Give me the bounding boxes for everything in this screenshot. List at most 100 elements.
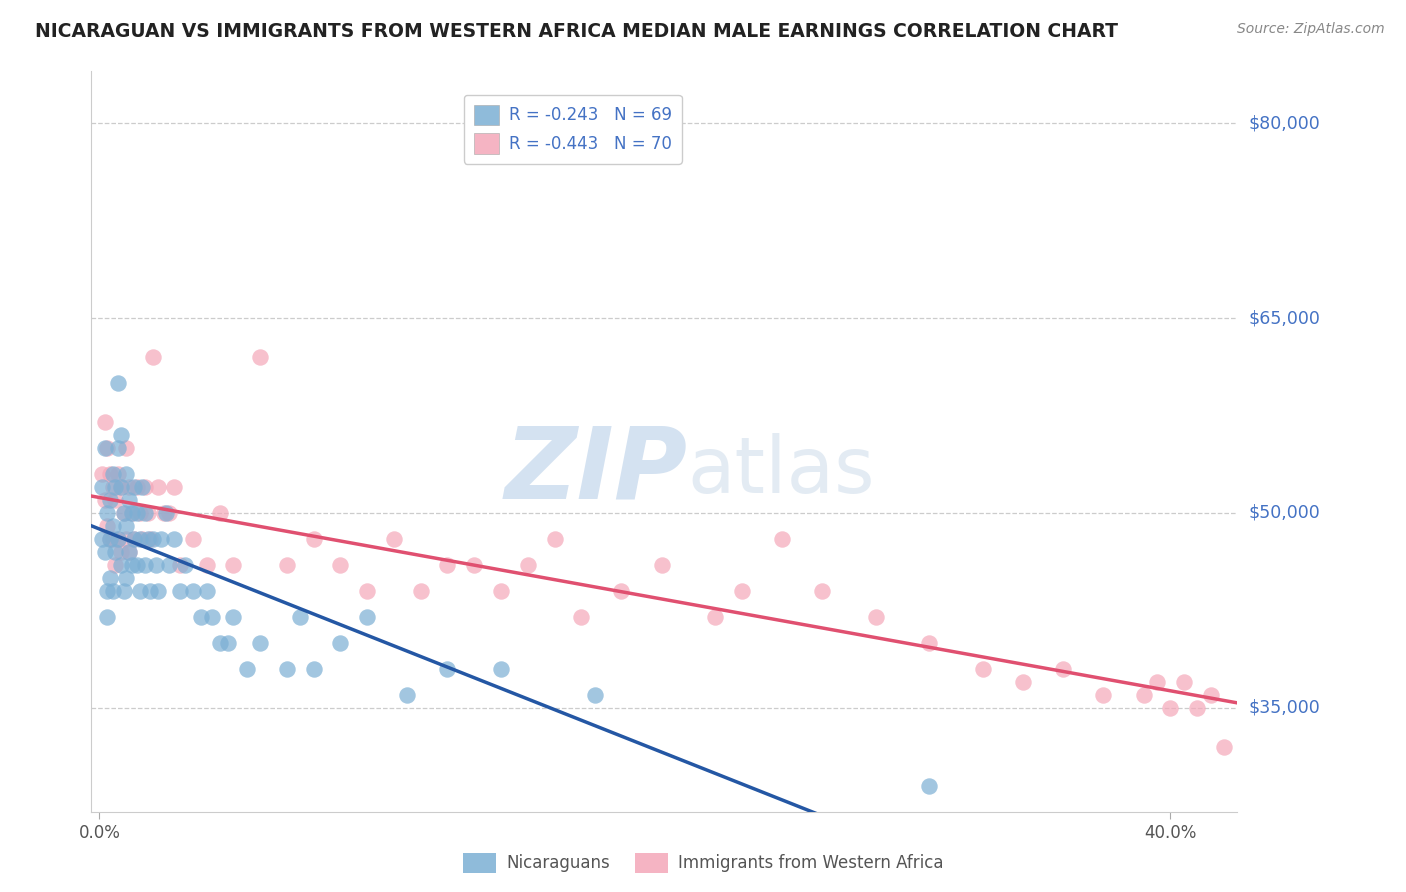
Point: [811, 583, 834, 598]
Point: [96, 519, 118, 533]
Point: [121, 558, 143, 572]
Point: [1012, 674, 1035, 689]
Point: [396, 688, 419, 702]
Point: [115, 467, 138, 481]
Point: [356, 583, 378, 598]
Point: [101, 532, 124, 546]
Point: [302, 662, 325, 676]
Point: [118, 545, 141, 559]
Text: atlas: atlas: [688, 434, 875, 509]
Point: [382, 532, 405, 546]
Point: [98, 493, 121, 508]
Point: [96, 441, 118, 455]
Point: [104, 545, 127, 559]
Point: [1132, 688, 1154, 702]
Point: [96, 583, 118, 598]
Point: [104, 558, 127, 572]
Point: [181, 532, 204, 546]
Point: [91, 480, 114, 494]
Point: [731, 583, 754, 598]
Point: [128, 583, 150, 598]
Point: [107, 441, 129, 455]
Point: [1092, 688, 1115, 702]
Point: [155, 506, 177, 520]
Point: [121, 506, 143, 520]
Point: [104, 493, 127, 508]
Point: [107, 467, 129, 481]
Point: [136, 506, 159, 520]
Point: [201, 610, 224, 624]
Point: [134, 558, 156, 572]
Point: [98, 467, 121, 481]
Point: [128, 532, 150, 546]
Point: [463, 558, 485, 572]
Point: [115, 441, 138, 455]
Point: [134, 506, 156, 520]
Point: [918, 636, 941, 650]
Point: [329, 636, 352, 650]
Point: [174, 558, 197, 572]
Point: [131, 480, 153, 494]
Point: [115, 519, 138, 533]
Point: [222, 558, 245, 572]
Point: [118, 545, 141, 559]
Point: [98, 532, 121, 546]
Point: [125, 558, 148, 572]
Point: [125, 480, 148, 494]
Point: [1146, 674, 1168, 689]
Point: [150, 532, 173, 546]
Point: [112, 506, 135, 520]
Point: [610, 583, 633, 598]
Point: [131, 532, 153, 546]
Point: [94, 415, 117, 429]
Point: [972, 662, 994, 676]
Point: [112, 506, 135, 520]
Point: [770, 532, 793, 546]
Point: [157, 506, 180, 520]
Point: [91, 467, 114, 481]
Text: ZIP: ZIP: [505, 423, 688, 520]
Point: [516, 558, 538, 572]
Point: [110, 558, 132, 572]
Point: [91, 532, 114, 546]
Point: [94, 441, 117, 455]
Point: [163, 532, 186, 546]
Point: [110, 428, 132, 442]
Point: [118, 480, 141, 494]
Text: NICARAGUAN VS IMMIGRANTS FROM WESTERN AFRICA MEDIAN MALE EARNINGS CORRELATION CH: NICARAGUAN VS IMMIGRANTS FROM WESTERN AF…: [35, 22, 1118, 41]
Point: [436, 662, 458, 676]
Point: [409, 583, 432, 598]
Point: [107, 532, 129, 546]
Point: [651, 558, 673, 572]
Point: [115, 571, 138, 585]
Point: [152, 506, 174, 520]
Point: [195, 558, 218, 572]
Point: [543, 532, 565, 546]
Point: [139, 532, 162, 546]
Text: $65,000: $65,000: [1249, 310, 1320, 327]
Point: [302, 532, 325, 546]
Point: [128, 506, 150, 520]
Point: [222, 610, 245, 624]
Point: [101, 519, 124, 533]
Point: [1052, 662, 1074, 676]
Point: [96, 610, 118, 624]
Point: [1199, 688, 1222, 702]
Point: [569, 610, 592, 624]
Text: $50,000: $50,000: [1249, 504, 1320, 522]
Point: [290, 610, 312, 624]
Point: [139, 583, 162, 598]
Point: [195, 583, 218, 598]
Point: [583, 688, 606, 702]
Point: [169, 583, 191, 598]
Point: [436, 558, 458, 572]
Point: [142, 350, 165, 364]
Point: [276, 662, 298, 676]
Point: [101, 480, 124, 494]
Point: [110, 545, 132, 559]
Point: [235, 662, 257, 676]
Point: [704, 610, 727, 624]
Point: [98, 571, 121, 585]
Point: [110, 480, 132, 494]
Point: [918, 779, 941, 793]
